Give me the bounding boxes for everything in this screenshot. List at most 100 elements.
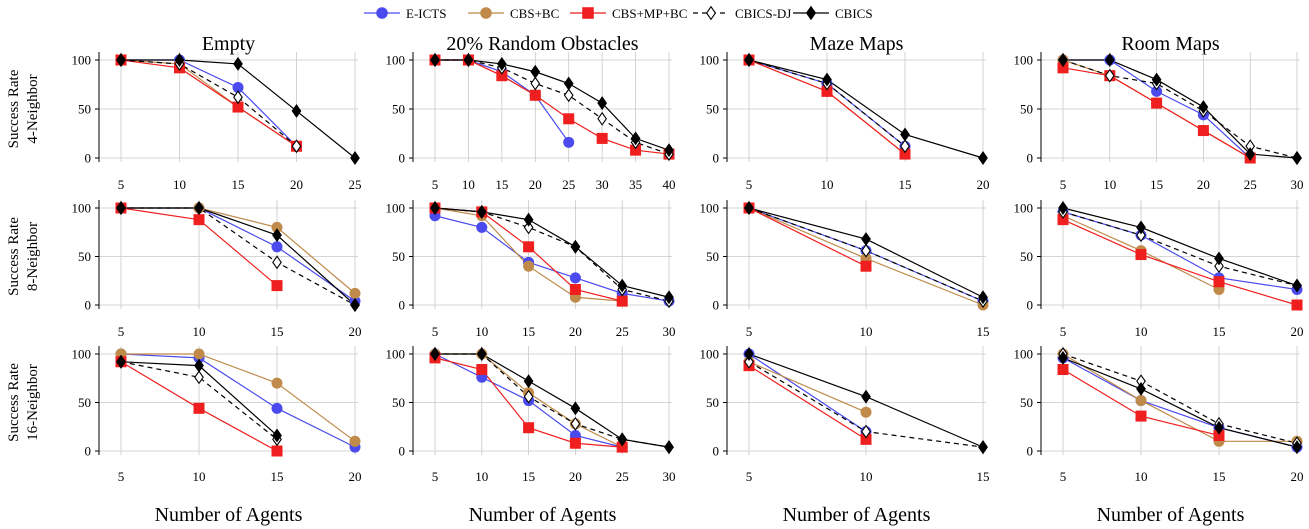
- data-point: [1214, 259, 1224, 274]
- x-axis-label: Number of Agents: [1097, 504, 1245, 526]
- data-point: [529, 89, 541, 101]
- data-point: [232, 81, 244, 93]
- x-axis-labels: Number of Agents Number of Agents Number o…: [155, 504, 1245, 526]
- x-tick-label: 20: [290, 177, 303, 192]
- y-tick-label: 0: [713, 444, 720, 459]
- series-line: [1062, 211, 1298, 291]
- data-point: [530, 64, 541, 79]
- data-point: [350, 298, 360, 312]
- data-point: [569, 437, 581, 449]
- x-tick-label: 15: [1213, 469, 1226, 484]
- data-point: [271, 221, 283, 233]
- row-label-neighbor: 4-Neighbor: [25, 74, 41, 143]
- y-tick-label: 50: [706, 102, 719, 117]
- data-point: [821, 85, 833, 97]
- data-point: [596, 132, 608, 144]
- x-axis-label: Number of Agents: [783, 504, 931, 526]
- series-line: [1062, 219, 1298, 306]
- y-tick-label: 100: [386, 53, 406, 68]
- legend-item: CBS+BC: [468, 6, 559, 21]
- data-point: [597, 96, 608, 111]
- legend-marker: [376, 7, 388, 19]
- legend-item: E-ICTS: [364, 6, 446, 21]
- data-point: [523, 374, 534, 389]
- data-point: [744, 53, 754, 67]
- x-tick-label: 20: [349, 324, 362, 339]
- data-point: [1058, 350, 1068, 365]
- x-tick-label: 15: [1150, 177, 1163, 192]
- series-line: [435, 59, 670, 155]
- data-point: [194, 358, 204, 373]
- data-point: [617, 278, 628, 293]
- data-point: [861, 389, 871, 404]
- row-label: Success Rate 4-Neighbor: [6, 69, 41, 148]
- x-tick-label: 10: [1135, 324, 1148, 339]
- data-point: [978, 290, 988, 305]
- x-tick-label: 5: [432, 177, 439, 192]
- x-tick-label: 5: [432, 469, 439, 484]
- series-line: [434, 207, 670, 298]
- x-tick-label: 15: [977, 469, 990, 484]
- data-point: [630, 131, 641, 146]
- x-tick-label: 15: [495, 177, 508, 192]
- data-point: [822, 72, 832, 87]
- x-tick-label: 20: [1291, 324, 1304, 339]
- chart-panel: 0 50 100 5 10 15 20: [1014, 346, 1304, 484]
- y-tick-label: 0: [1027, 298, 1034, 313]
- data-point: [570, 239, 581, 254]
- data-point: [1135, 249, 1147, 261]
- chart-panel: 0 50 100 5 10 15: [700, 346, 990, 484]
- x-tick-label: 35: [629, 177, 642, 192]
- data-point: [744, 354, 754, 369]
- chart-panel: 0 50 100 5 10 15 20 25 30: [386, 346, 676, 484]
- data-point: [664, 440, 674, 455]
- y-tick-label: 100: [72, 201, 92, 216]
- x-tick-label: 15: [271, 469, 284, 484]
- data-point: [476, 347, 487, 361]
- data-point: [1151, 85, 1163, 97]
- data-point: [1292, 278, 1302, 293]
- data-point: [744, 201, 754, 215]
- x-tick-label: 10: [1135, 469, 1148, 484]
- x-axis-label: Number of Agents: [469, 504, 617, 526]
- column-title: Maze Maps: [810, 33, 904, 55]
- series-line: [434, 207, 670, 302]
- series-line: [121, 353, 356, 442]
- x-tick-label: 10: [462, 177, 475, 192]
- data-point: [1058, 201, 1068, 215]
- row-label: Success Rate 8-Neighbor: [6, 217, 41, 296]
- y-tick-label: 50: [78, 249, 91, 264]
- row-label-neighbor: 16-Neighbor: [25, 364, 41, 441]
- data-point: [430, 347, 440, 361]
- data-point: [1151, 97, 1163, 109]
- data-point: [570, 401, 581, 416]
- y-tick-label: 0: [713, 151, 720, 166]
- data-point: [1135, 410, 1147, 422]
- data-point: [1136, 381, 1146, 396]
- x-tick-label: 30: [663, 324, 676, 339]
- x-tick-label: 20: [977, 177, 990, 192]
- legend-item: CBS+MP+BC: [570, 6, 687, 21]
- data-point: [1291, 299, 1303, 311]
- data-point: [1245, 147, 1256, 162]
- row-label-title: Success Rate: [6, 217, 22, 296]
- legend-label: CBS+BC: [510, 6, 559, 21]
- series-line: [748, 59, 984, 159]
- x-tick-label: 20: [1197, 177, 1210, 192]
- legend-item: CBICS-DJ: [693, 5, 791, 21]
- x-tick-label: 25: [349, 177, 362, 192]
- series-line: [435, 59, 670, 155]
- series-line: [435, 59, 670, 151]
- y-tick-label: 50: [78, 395, 91, 410]
- x-tick-label: 25: [616, 469, 629, 484]
- series-line: [120, 361, 278, 440]
- y-tick-label: 50: [392, 102, 405, 117]
- data-point: [291, 104, 302, 118]
- data-point: [1057, 62, 1069, 74]
- data-point: [1214, 420, 1224, 435]
- data-point: [476, 204, 487, 219]
- data-point: [193, 214, 205, 226]
- x-tick-label: 20: [529, 177, 542, 192]
- x-tick-label: 15: [899, 177, 912, 192]
- data-point: [476, 364, 488, 376]
